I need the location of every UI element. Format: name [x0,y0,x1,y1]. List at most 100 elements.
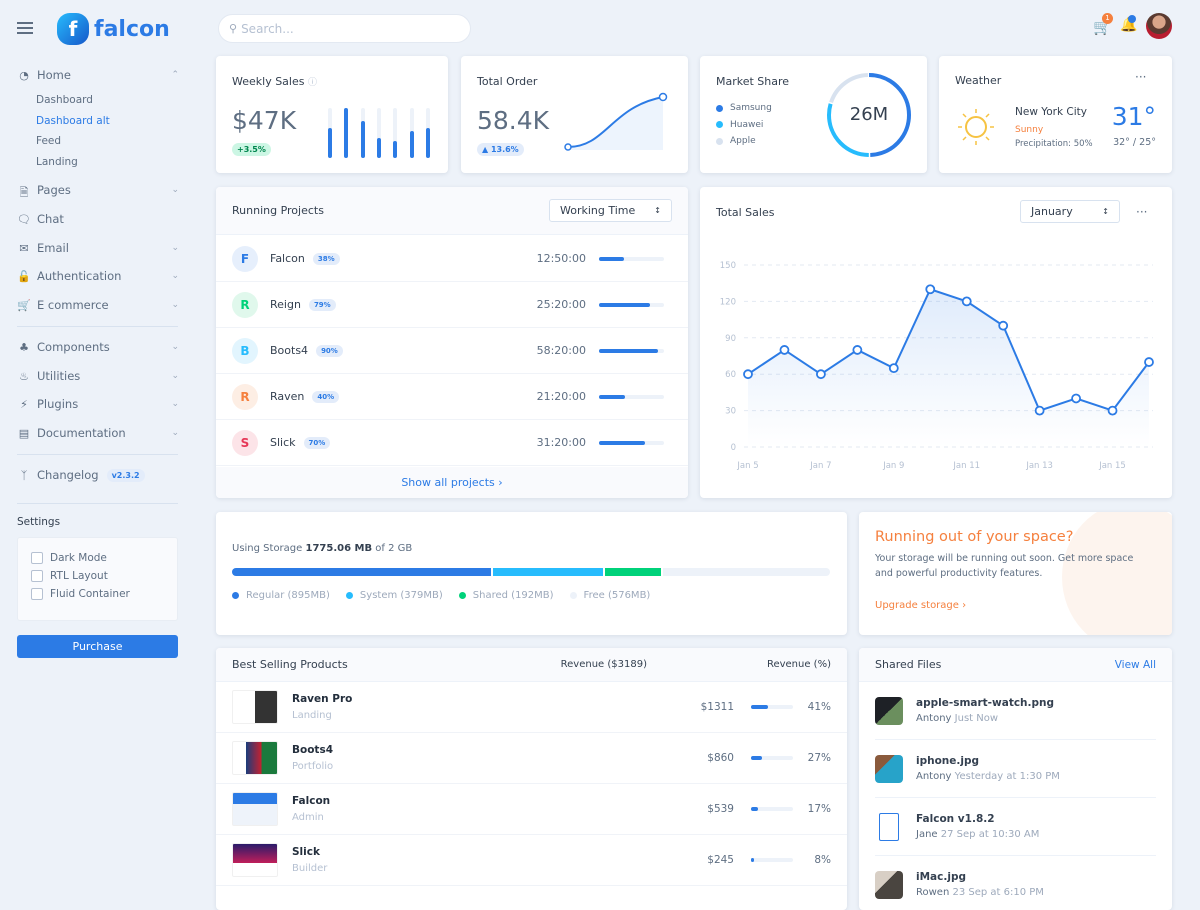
storage-legend-item: Shared (192MB) [458,590,554,601]
cart-icon[interactable]: 🛒 1 [1093,13,1113,36]
product-type: Builder [292,863,328,874]
avatar[interactable] [1146,13,1172,39]
total-order-value: 58.4K [477,106,550,135]
data-point[interactable] [925,284,936,295]
data-point[interactable] [743,369,753,380]
project-row[interactable]: S Slick 70% 31:20:00 [216,420,688,466]
file-row[interactable]: iphone.jpg Antony Yesterday at 1:30 PM [875,740,1156,798]
file-icon [879,812,899,841]
project-avatar: B [232,337,258,364]
month-select[interactable]: January ↕ [1020,200,1120,223]
revenue-pct-column-header[interactable]: Revenue (%) [766,659,831,670]
product-name[interactable]: Falcon [292,795,331,807]
data-point[interactable] [816,369,826,380]
data-point[interactable] [1071,393,1081,404]
file-name[interactable]: apple-smart-watch.png [916,697,1055,709]
checkbox[interactable] [31,570,43,582]
project-name[interactable]: Slick [270,436,296,449]
y-tick-label: 0 [731,443,736,453]
product-row[interactable]: Falcon Admin $539 17% [216,784,847,835]
storage-bar [232,568,830,576]
sidebar-sub-dashboard-alt[interactable]: Dashboard alt [36,115,110,127]
project-row[interactable]: R Reign 79% 25:20:00 [216,282,688,328]
app-name: falcon [94,16,170,42]
product-row[interactable]: Boots4 Portfolio $860 27% [216,733,847,784]
market-share-card: Market Share Samsung Huawei Apple 26M [700,56,927,173]
project-row[interactable]: R Raven 40% 21:20:00 [216,374,688,420]
project-name[interactable]: Falcon [270,252,305,265]
upgrade-storage-link[interactable]: Upgrade storage › [875,600,967,611]
weekly-bar-track [409,108,414,158]
file-name[interactable]: iphone.jpg [916,755,980,767]
sidebar-sub-landing[interactable]: Landing [36,156,78,168]
data-point[interactable] [779,345,790,355]
file-row[interactable]: Falcon v1.8.2 Jane 27 Sep at 10:30 AM [875,798,1156,856]
y-tick-label: 30 [725,407,736,417]
checkbox[interactable] [31,588,43,600]
help-icon[interactable]: ⓘ [307,78,317,88]
revenue-column-header[interactable]: Revenue ($3189) [560,659,647,670]
data-point[interactable] [961,296,972,307]
setting-fluid-container[interactable]: Fluid Container [31,588,177,600]
working-time-select[interactable]: Working Time ↕ [549,199,672,222]
data-point[interactable] [888,363,899,374]
project-row[interactable]: F Falcon 38% 12:50:00 [216,236,688,282]
weekly-bar-track [425,108,430,158]
weather-precipitation: Precipitation: 50% [1015,139,1093,149]
purchase-button[interactable]: Purchase [17,635,178,658]
checkbox[interactable] [31,552,43,564]
project-name[interactable]: Boots4 [270,344,309,357]
more-options-icon[interactable]: ··· [1136,205,1148,219]
project-row[interactable]: B Boots4 90% 58:20:00 [216,328,688,374]
logo[interactable]: f falcon [57,13,170,45]
data-point[interactable] [1107,405,1118,416]
show-all-projects-link[interactable]: Show all projects › [216,467,688,498]
setting-rtl-layout[interactable]: RTL Layout [31,570,177,582]
git-branch-icon: ᛉ [20,469,28,482]
project-name[interactable]: Reign [270,298,301,311]
file-name[interactable]: Falcon v1.8.2 [916,813,995,825]
sidebar-item-e-commerce[interactable]: 🛒 E commerce ⌄ [17,298,179,312]
sidebar-item-chat[interactable]: 🗨 Chat [17,212,179,226]
data-point[interactable] [852,345,863,355]
file-name[interactable]: iMac.jpg [916,871,966,883]
sidebar-item-documentation[interactable]: ▤ Documentation ⌄ [17,426,179,440]
x-tick-label: Jan 11 [952,461,980,471]
product-type: Admin [292,812,324,823]
file-row[interactable]: iMac.jpg Rowen 23 Sep at 6:10 PM [875,856,1156,910]
product-type: Landing [292,710,332,721]
data-point[interactable] [1034,405,1045,416]
sidebar-item-pages[interactable]: 🗎 Pages ⌄ [17,183,179,199]
file-row[interactable]: apple-smart-watch.png Antony Just Now [875,682,1156,740]
data-point[interactable] [998,320,1009,331]
bell-icon[interactable]: 🔔 [1120,15,1138,33]
file-user: Rowen [916,887,950,898]
data-point[interactable] [1144,357,1154,367]
legend-dot [716,104,723,112]
product-name[interactable]: Slick [292,846,320,858]
sidebar-item-components[interactable]: ♣ Components ⌄ [17,340,179,354]
sidebar-item-authentication[interactable]: 🔓 Authentication ⌄ [17,269,179,283]
product-row[interactable]: Slick Builder $245 8% [216,835,847,886]
menu-toggle-icon[interactable] [17,22,33,34]
project-avatar: S [232,429,258,456]
sidebar-item-changelog[interactable]: ᛉ Changelog v2.3.2 [17,468,179,482]
sidebar-item-email[interactable]: ✉ Email ⌄ [17,241,179,255]
product-row[interactable]: Raven Pro Landing $1311 41% [216,682,847,733]
sidebar-item-home[interactable]: ◔ Home ⌃ [17,68,179,82]
sidebar-sub-feed[interactable]: Feed [36,135,62,147]
sidebar-sub-dashboard[interactable]: Dashboard [36,94,93,106]
product-revenue: $1311 [700,701,734,713]
more-options-icon[interactable]: ··· [1135,70,1147,84]
project-percent-badge: 40% [312,390,340,403]
setting-dark-mode[interactable]: Dark Mode [31,552,177,564]
product-name[interactable]: Raven Pro [292,693,353,705]
total-order-title: Total Order [477,75,538,88]
cart-badge: 1 [1102,13,1113,24]
sidebar-item-utilities[interactable]: ♨ Utilities ⌄ [17,369,179,383]
view-all-link[interactable]: View All [1114,658,1156,671]
search-input[interactable]: ⚲ Search... [218,14,471,43]
sidebar-item-plugins[interactable]: ⚡ Plugins ⌄ [17,397,179,411]
product-name[interactable]: Boots4 [292,744,334,756]
project-name[interactable]: Raven [270,390,305,403]
